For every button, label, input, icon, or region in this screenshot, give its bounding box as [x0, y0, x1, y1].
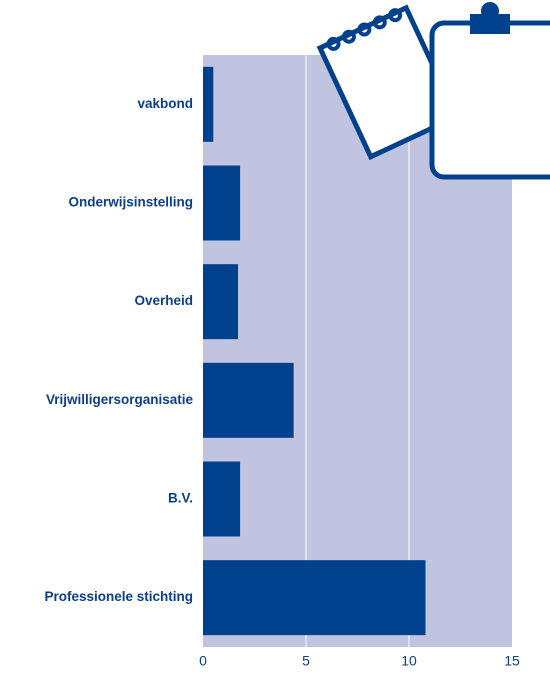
category-label: Overheid	[134, 293, 193, 308]
x-tick-label: 5	[302, 653, 310, 669]
bar	[203, 264, 239, 340]
bar	[203, 165, 241, 241]
bar	[203, 461, 241, 537]
notepad-icon	[316, 4, 461, 161]
category-label: vakbond	[137, 96, 193, 111]
bar	[203, 362, 294, 438]
category-label: B.V.	[168, 491, 193, 506]
bar	[203, 66, 214, 142]
bar	[203, 560, 426, 636]
x-tick-label: 0	[199, 653, 207, 669]
x-tick-label: 15	[504, 653, 520, 669]
clipboard-icon	[429, 2, 550, 180]
category-label: Onderwijsinstelling	[68, 195, 193, 210]
x-tick-label: 10	[401, 653, 417, 669]
category-label: Vrijwilligersorganisatie	[46, 392, 194, 407]
category-label: Professionele stichting	[44, 589, 193, 604]
